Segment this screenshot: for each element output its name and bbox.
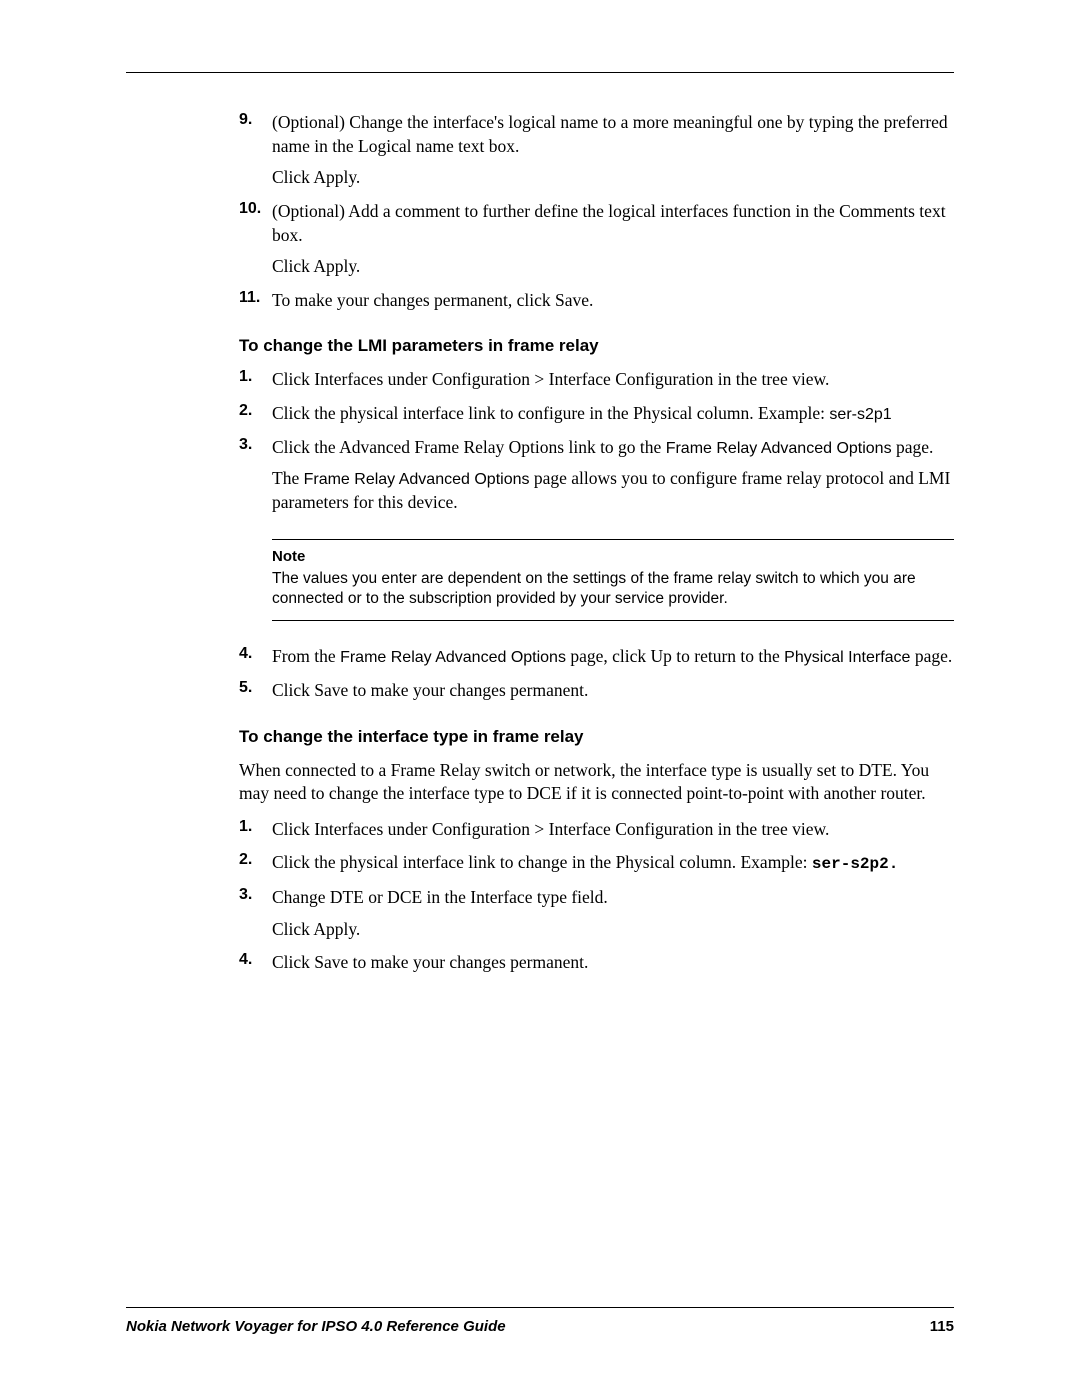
step-body: Click the Advanced Frame Relay Options l…: [272, 436, 954, 515]
step-sub: Click Apply.: [272, 255, 954, 279]
step-number: 5.: [239, 679, 272, 703]
section-heading-interface-type: To change the interface type in frame re…: [239, 727, 954, 747]
step-body: Click Save to make your changes permanen…: [272, 951, 954, 975]
s1-step-2: 2. Click the physical interface link to …: [239, 402, 954, 426]
note-box: Note The values you enter are dependent …: [272, 539, 954, 622]
step-text: (Optional) Change the interface's logica…: [272, 111, 954, 158]
text-pre: From the: [272, 646, 340, 666]
section-heading-lmi: To change the LMI parameters in frame re…: [239, 336, 954, 356]
text-sans: Frame Relay Advanced Options: [304, 471, 530, 488]
text-pre: Click the physical interface link to cha…: [272, 852, 812, 872]
step-number: 1.: [239, 818, 272, 842]
note-label: Note: [272, 548, 954, 565]
page-footer: Nokia Network Voyager for IPSO 4.0 Refer…: [126, 1307, 954, 1335]
step-number: 1.: [239, 368, 272, 392]
s2-step-1: 1. Click Interfaces under Configuration …: [239, 818, 954, 842]
step-9: 9. (Optional) Change the interface's log…: [239, 111, 954, 190]
step-sub: The Frame Relay Advanced Options page al…: [272, 467, 954, 514]
footer-title: Nokia Network Voyager for IPSO 4.0 Refer…: [126, 1318, 506, 1335]
step-number: 2.: [239, 851, 272, 876]
step-sub: Click Apply.: [272, 918, 954, 942]
step-11: 11. To make your changes permanent, clic…: [239, 289, 954, 313]
step-body: Click the physical interface link to cha…: [272, 851, 954, 876]
s2-step-2: 2. Click the physical interface link to …: [239, 851, 954, 876]
text-pre: The: [272, 468, 304, 488]
s1-step-5: 5. Click Save to make your changes perma…: [239, 679, 954, 703]
text-sans-end: Physical Interface: [784, 649, 910, 666]
step-10: 10. (Optional) Add a comment to further …: [239, 200, 954, 279]
s1-step-3: 3. Click the Advanced Frame Relay Option…: [239, 436, 954, 515]
step-number: 3.: [239, 436, 272, 515]
text-sans: Frame Relay Advanced Options: [666, 440, 892, 457]
step-number: 3.: [239, 886, 272, 941]
s1-step-4: 4. From the Frame Relay Advanced Options…: [239, 645, 954, 669]
s2-step-4: 4. Click Save to make your changes perma…: [239, 951, 954, 975]
step-number: 4.: [239, 645, 272, 669]
text-pre: Click the physical interface link to con…: [272, 403, 829, 423]
s1-step-1: 1. Click Interfaces under Configuration …: [239, 368, 954, 392]
step-body: From the Frame Relay Advanced Options pa…: [272, 645, 954, 669]
step-body: Click Save to make your changes permanen…: [272, 679, 954, 703]
step-text: Click the Advanced Frame Relay Options l…: [272, 436, 954, 460]
s2-step-3: 3. Change DTE or DCE in the Interface ty…: [239, 886, 954, 941]
step-body: Click Interfaces under Configuration > I…: [272, 818, 954, 842]
text-sans: Frame Relay Advanced Options: [340, 649, 566, 666]
step-text: (Optional) Add a comment to further defi…: [272, 200, 954, 247]
step-body: To make your changes permanent, click Sa…: [272, 289, 954, 313]
step-sub: Click Apply.: [272, 166, 954, 190]
text-sans: ser-s2p1: [829, 406, 891, 423]
text-post: page.: [892, 437, 934, 457]
text-pre: Click the Advanced Frame Relay Options l…: [272, 437, 666, 457]
header-rule: [126, 72, 954, 73]
intro-paragraph: When connected to a Frame Relay switch o…: [239, 759, 954, 806]
step-body: Click Interfaces under Configuration > I…: [272, 368, 954, 392]
step-number: 2.: [239, 402, 272, 426]
text-mid: page, click Up to return to the: [566, 646, 784, 666]
step-number: 9.: [239, 111, 272, 190]
step-body: (Optional) Change the interface's logica…: [272, 111, 954, 190]
footer-rule: [126, 1307, 954, 1308]
step-number: 4.: [239, 951, 272, 975]
step-body: Change DTE or DCE in the Interface type …: [272, 886, 954, 941]
step-number: 11.: [239, 289, 272, 313]
text-mono: ser-s2p2.: [812, 855, 898, 873]
step-text: Change DTE or DCE in the Interface type …: [272, 886, 954, 910]
footer-text: Nokia Network Voyager for IPSO 4.0 Refer…: [126, 1318, 954, 1335]
footer-page-number: 115: [930, 1318, 954, 1335]
step-body: (Optional) Add a comment to further defi…: [272, 200, 954, 279]
text-post: page.: [910, 646, 952, 666]
step-number: 10.: [239, 200, 272, 279]
step-text: To make your changes permanent, click Sa…: [272, 289, 954, 313]
note-text: The values you enter are dependent on th…: [272, 569, 954, 611]
step-body: Click the physical interface link to con…: [272, 402, 954, 426]
